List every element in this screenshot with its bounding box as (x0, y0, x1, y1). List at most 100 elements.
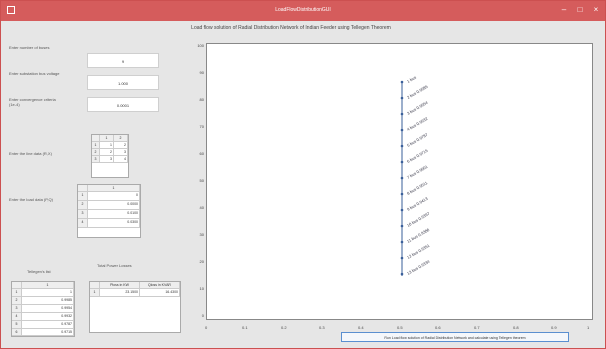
minimize-icon[interactable]: – (561, 5, 567, 14)
bus-label: 11 bus 0.9386 (406, 227, 431, 244)
row-header: 2 (12, 297, 22, 305)
bus-label: 12 bus 0.9351 (406, 242, 431, 259)
line-data-label: Enter the line data (R,X) (9, 151, 52, 156)
y-tick-label: 40 (199, 205, 204, 210)
convergence-label: Enter convergence criteria (1e-4) (9, 97, 56, 107)
line-data-table[interactable]: 1 2 1 1 2 2 2 3 3 3 4 (91, 134, 129, 178)
y-tick-label: 30 (199, 232, 204, 237)
row-header: 3 (12, 305, 22, 313)
bus-marker (400, 80, 404, 84)
table-cell[interactable]: 0.9715 (22, 329, 74, 336)
table-cell[interactable]: 16.4300 (140, 289, 180, 297)
bus-label: 2 bus 0.9985 (406, 84, 429, 100)
bus-marker (400, 192, 404, 196)
x-tick-label: 0.6 (435, 325, 441, 330)
row-header: 6 (12, 329, 22, 336)
num-buses-label: Enter number of buses (9, 45, 50, 50)
row-header: 4 (12, 313, 22, 321)
table-cell[interactable]: 1 (100, 142, 114, 149)
substation-voltage-label: Enter substation bus voltage (9, 71, 60, 76)
y-tick-label: 70 (199, 124, 204, 129)
tellegen-label: Tellegen's list (27, 269, 51, 274)
row-header: 4 (78, 219, 88, 228)
table-cell[interactable]: 0.9932 (22, 313, 74, 321)
x-tick-label: 0.5 (397, 325, 403, 330)
num-buses-input[interactable]: 9 (87, 53, 159, 68)
table-cell[interactable]: 3 (100, 156, 114, 163)
load-data-label: Enter the load data (P,Q) (9, 197, 53, 202)
x-tick-label: 0.8 (513, 325, 519, 330)
close-icon[interactable]: × (593, 5, 599, 14)
x-tick-label: 0.9 (551, 325, 557, 330)
bus-label: 5 bus 0.9787 (406, 132, 429, 148)
x-tick-label: 0.1 (242, 325, 248, 330)
bus-label: 9 bus 0.9413 (406, 196, 429, 212)
table-cell[interactable]: 1 (22, 289, 74, 297)
row-header: 2 (78, 201, 88, 210)
table-header-cell: 1 (100, 135, 114, 142)
table-cell[interactable]: 0.9787 (22, 321, 74, 329)
row-header: 1 (90, 289, 100, 297)
load-data-table[interactable]: 1 1 0 2 0.0000 3 0.0100 4 0.0300 (77, 184, 141, 238)
window-title: LoadFlowDistributionGUI (275, 7, 331, 13)
row-header: 3 (92, 156, 100, 163)
table-cell[interactable]: 0.0300 (88, 219, 140, 228)
bus-marker (400, 176, 404, 180)
table-header-cell (12, 282, 22, 289)
maximize-icon[interactable]: □ (577, 5, 583, 14)
bus-marker (400, 240, 404, 244)
table-header-cell: Qloss in KVAR (140, 282, 180, 289)
row-header: 2 (92, 149, 100, 156)
x-tick-label: 1 (587, 325, 590, 330)
bus-label: 6 bus 0.9715 (406, 148, 429, 164)
table-header-cell: 1 (22, 282, 74, 289)
x-tick-label: 0 (205, 325, 208, 330)
table-cell[interactable]: 2 (114, 142, 128, 149)
row-header: 3 (78, 210, 88, 219)
x-tick-label: 0.3 (319, 325, 325, 330)
bus-label: 4 bus 0.9932 (406, 116, 429, 132)
bus-marker (400, 112, 404, 116)
table-cell[interactable]: 0.9985 (22, 297, 74, 305)
table-cell[interactable]: 2 (100, 149, 114, 156)
bus-label: 7 bus 0.9601 (406, 164, 429, 180)
table-cell[interactable]: 0 (88, 192, 140, 201)
table-cell[interactable]: 23.1500 (100, 289, 140, 297)
table-cell[interactable]: 0.9954 (22, 305, 74, 313)
x-tick-label: 0.4 (358, 325, 364, 330)
app-icon (7, 6, 15, 14)
convergence-input[interactable]: 0.0001 (87, 97, 159, 112)
table-cell[interactable]: 3 (114, 149, 128, 156)
table-cell[interactable]: 0.0100 (88, 210, 140, 219)
table-header-cell: 1 (88, 185, 140, 192)
main-title: Load flow solution of Radial Distributio… (191, 25, 391, 31)
table-cell[interactable]: 4 (114, 156, 128, 163)
y-tick-label: 90 (199, 70, 204, 75)
bus-label: 13 bus 0.9334 (406, 258, 431, 275)
y-tick-label: 0 (201, 313, 204, 318)
total-losses-label: Total Power Losses (97, 263, 132, 268)
table-header-cell: Ploss in KW (100, 282, 140, 289)
y-tick-label: 10 (199, 286, 204, 291)
bus-marker (400, 128, 404, 132)
losses-table[interactable]: Ploss in KW Qloss in KVAR 1 23.1500 16.4… (89, 281, 181, 333)
bus-label: 8 bus 0.9511 (406, 180, 429, 196)
bus-marker (400, 144, 404, 148)
tellegen-table[interactable]: 1 1 1 2 0.9985 3 0.9954 4 0.9932 5 0.978… (11, 281, 75, 337)
run-load-flow-button[interactable]: Run Load flow solution of Radial Distrib… (341, 332, 569, 342)
network-plot: 1 bus 2 bus 0.9985 3 bus 0.9954 4 bus 0.993… (206, 43, 593, 320)
row-header: 5 (12, 321, 22, 329)
title-bar: LoadFlowDistributionGUI – □ × (1, 1, 605, 21)
substation-voltage-input[interactable]: 1.000 (87, 75, 159, 90)
y-tick-label: 60 (199, 151, 204, 156)
bus-marker (400, 96, 404, 100)
table-header-cell (92, 135, 100, 142)
table-cell[interactable]: 0.0000 (88, 201, 140, 210)
y-tick-label: 50 (199, 178, 204, 183)
bus-label: 1 bus (406, 75, 417, 84)
bus-marker (400, 208, 404, 212)
x-tick-label: 0.7 (474, 325, 480, 330)
table-header-cell (78, 185, 88, 192)
